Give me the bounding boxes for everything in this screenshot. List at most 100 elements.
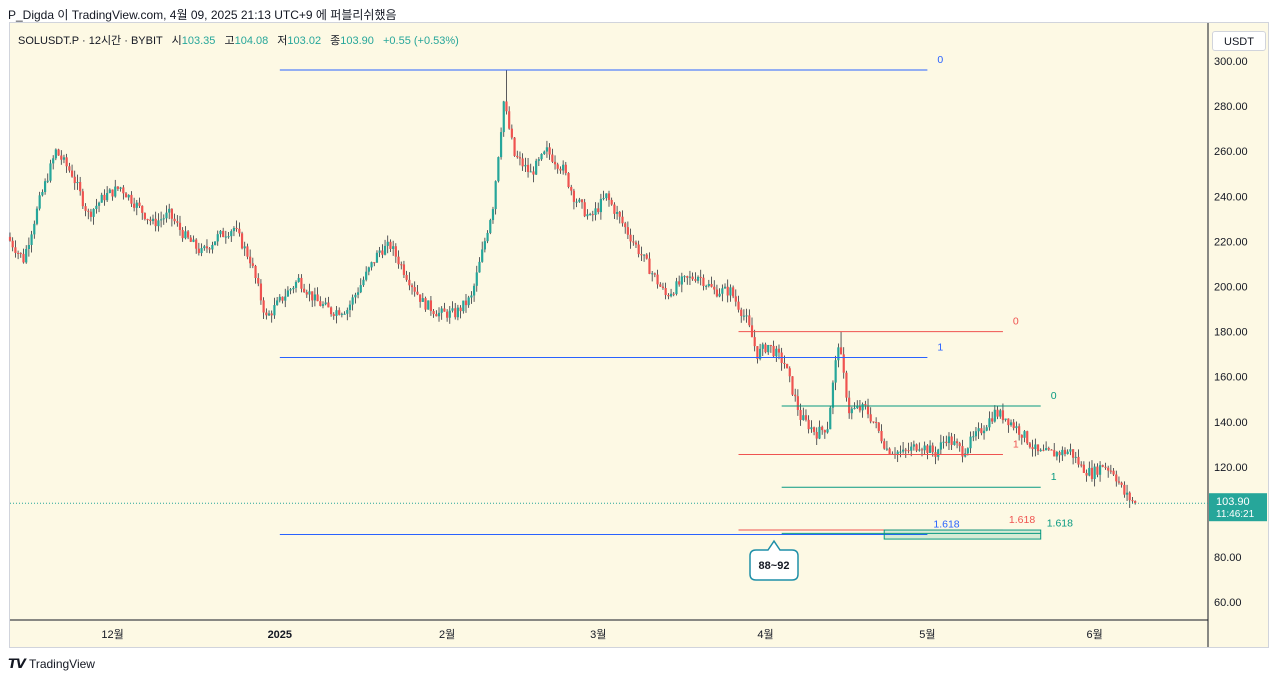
y-tick-label: 200.00	[1214, 282, 1248, 294]
candle-body	[456, 307, 460, 318]
candle-body	[238, 228, 241, 234]
candle-body	[777, 348, 781, 353]
candle-body	[675, 281, 678, 295]
candle-body	[788, 368, 791, 377]
candle-body	[186, 231, 190, 238]
candle-body	[532, 171, 535, 175]
candle-body	[84, 206, 87, 211]
candle-body	[629, 234, 632, 242]
candle-body	[1058, 452, 1061, 456]
candle-body	[62, 157, 66, 160]
candle-body	[397, 256, 400, 265]
candle-body	[575, 201, 578, 203]
candle-body	[149, 219, 152, 222]
candle-body	[818, 426, 821, 439]
candle-body	[748, 315, 751, 326]
candle-body	[642, 254, 646, 256]
candle-body	[424, 298, 427, 310]
candle-body	[691, 276, 694, 280]
candle-body	[556, 164, 559, 169]
candle-body	[958, 443, 961, 447]
candle-body	[27, 244, 30, 249]
candle-body	[254, 265, 257, 279]
candle-body	[621, 216, 624, 224]
candle-body	[710, 283, 713, 287]
candle-body	[1117, 481, 1121, 483]
candle-body	[551, 154, 554, 162]
candle-body	[41, 192, 44, 196]
candle-body	[915, 444, 918, 451]
candle-body	[70, 170, 74, 177]
candle-body	[1069, 449, 1072, 452]
x-tick-label: 12월	[101, 628, 123, 641]
candle-body	[977, 428, 980, 432]
candle-body	[834, 360, 837, 383]
candle-body	[103, 194, 106, 201]
candle-body	[394, 246, 397, 257]
candle-body	[548, 147, 551, 155]
candle-body	[508, 111, 511, 129]
candle-body	[613, 204, 616, 214]
x-tick-label: 6월	[1087, 628, 1103, 641]
candle-body	[14, 247, 17, 253]
candle-body	[354, 294, 357, 298]
candle-body	[16, 252, 20, 254]
candle-body	[116, 186, 120, 189]
candle-body	[95, 205, 98, 209]
tradingview-footer[interactable]: 𝙏𝙑 TradingView	[8, 656, 95, 672]
candle-body	[591, 214, 594, 216]
candle-body	[715, 289, 719, 297]
candle-body	[1082, 464, 1085, 473]
currency-button[interactable]: USDT	[1212, 31, 1266, 51]
candle-body	[632, 241, 635, 243]
candle-body	[92, 208, 95, 217]
candle-body	[815, 431, 818, 439]
candle-body	[205, 246, 209, 249]
candle-body	[408, 279, 411, 286]
candle-body	[982, 430, 986, 434]
candle-body	[1112, 470, 1115, 475]
candle-body	[197, 248, 200, 254]
candle-body	[505, 101, 508, 112]
candle-body	[796, 396, 799, 410]
candle-body	[276, 300, 279, 306]
candle-body	[181, 230, 184, 239]
chart-pane[interactable]	[9, 22, 1269, 648]
candle-body	[694, 279, 697, 281]
high-label: 고	[224, 35, 235, 47]
candle-body	[79, 181, 82, 192]
candle-body	[106, 192, 109, 201]
candle-body	[54, 149, 57, 159]
candle-body	[1050, 449, 1053, 451]
candle-body	[772, 345, 775, 357]
candle-body	[259, 283, 263, 301]
candle-body	[127, 194, 130, 198]
candle-body	[1120, 482, 1123, 485]
candle-body	[300, 277, 303, 289]
candle-body	[294, 281, 298, 288]
candle-body	[615, 211, 619, 214]
candle-body	[839, 347, 843, 355]
candle-body	[405, 274, 408, 280]
candle-body	[769, 345, 772, 347]
symbol-info[interactable]: SOLUSDT.P · 12시간 · BYBIT	[18, 35, 163, 47]
candle-body	[1045, 448, 1048, 451]
candle-body	[597, 208, 600, 213]
candle-body	[740, 309, 743, 316]
candle-body	[246, 246, 249, 257]
candle-body	[89, 211, 93, 217]
fib-label-blue: 1	[937, 342, 943, 354]
candle-body	[721, 288, 724, 294]
candle-body	[783, 362, 786, 364]
candle-body	[1047, 448, 1050, 450]
candle-body	[864, 404, 867, 406]
candle-body	[87, 210, 90, 212]
y-tick-label: 260.00	[1214, 146, 1248, 158]
candle-body	[605, 193, 608, 199]
candle-body	[446, 311, 449, 318]
candle-body	[270, 313, 273, 316]
candle-body	[988, 418, 991, 428]
candle-body	[335, 310, 338, 316]
candle-body	[842, 354, 845, 373]
